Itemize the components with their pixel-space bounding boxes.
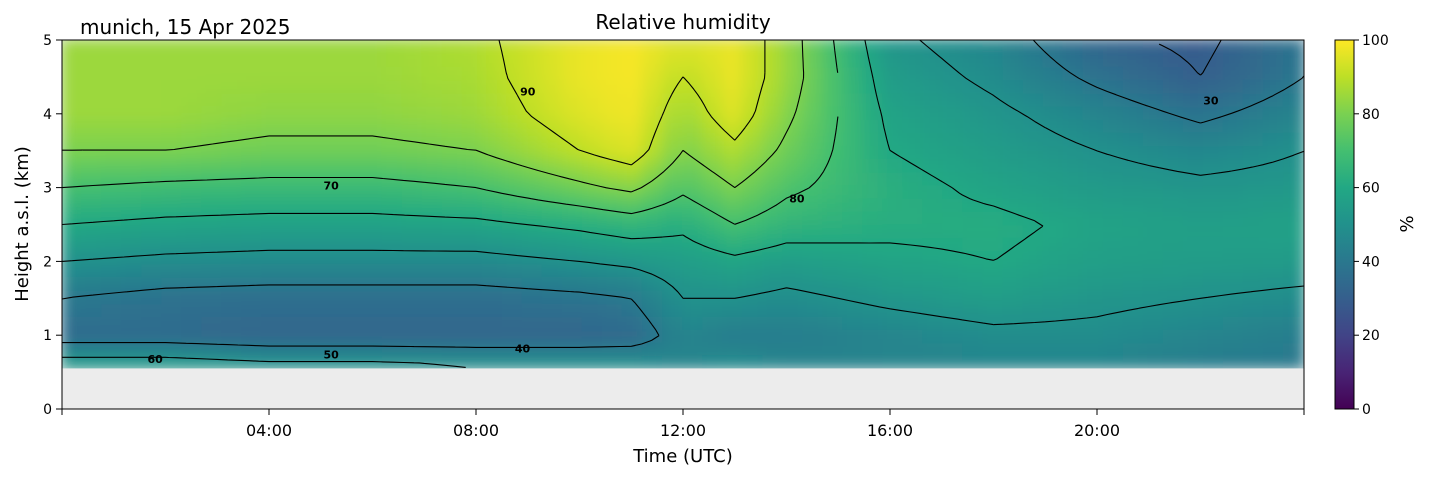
contour-lines — [62, 40, 1304, 368]
contour-line-30 — [1158, 40, 1222, 76]
colorbar-tick-label: 20 — [1362, 328, 1380, 344]
contour-label: 30 — [1203, 95, 1219, 108]
contour-line-80 — [62, 40, 805, 193]
contour-line-50 — [62, 40, 1304, 368]
y-tick-label: 3 — [43, 181, 52, 197]
colorbar-gradient — [1334, 39, 1355, 410]
contour-label: 50 — [323, 348, 339, 361]
contour-label: 90 — [520, 86, 536, 99]
contour-line-40 — [62, 40, 1304, 348]
contour-labels: 60 50 40 70 80 90 30 — [147, 86, 1218, 366]
humidity-field — [62, 40, 1304, 370]
contour-label: 70 — [323, 179, 339, 192]
contour-label: 40 — [515, 342, 531, 355]
x-tick-label: 12:00 — [660, 421, 706, 440]
y-tick-label: 2 — [43, 254, 52, 270]
colorbar-tick-label: 100 — [1362, 33, 1389, 49]
y-tick-label: 5 — [43, 33, 52, 49]
colorbar: 0 20 40 60 80 100 % — [1334, 33, 1418, 418]
y-tick-label: 4 — [43, 107, 52, 123]
x-tick-label: 16:00 — [867, 421, 913, 440]
colorbar-tick-label: 60 — [1362, 181, 1380, 197]
x-tick-label: 04:00 — [246, 421, 292, 440]
colorbar-tick-label: 80 — [1362, 107, 1380, 123]
contour-label: 60 — [147, 353, 163, 366]
x-tick-label: 08:00 — [453, 421, 499, 440]
x-axis-title: Time (UTC) — [632, 446, 733, 467]
no-data-region — [62, 368, 1304, 409]
y-axis-title: Height a.s.l. (km) — [12, 146, 33, 302]
contour-line-60 — [62, 40, 1044, 261]
contour-line-90 — [498, 40, 766, 166]
colorbar-label: % — [1397, 215, 1418, 232]
chart-subtitle: munich, 15 Apr 2025 — [80, 15, 290, 39]
y-tick-label: 0 — [43, 402, 52, 418]
contour-label: 80 — [789, 193, 805, 206]
colorbar-tick-label: 40 — [1362, 254, 1380, 270]
chart-title: Relative humidity — [595, 10, 770, 34]
x-axis: 04:00 08:00 12:00 16:00 20:00 — [61, 409, 1305, 440]
y-axis: 0 1 2 3 4 5 — [43, 33, 62, 418]
y-tick-label: 1 — [43, 328, 52, 344]
contour-line-70 — [62, 40, 839, 225]
plot-area: 60 50 40 70 80 90 30 — [61, 39, 1305, 410]
colorbar-tick-label: 0 — [1362, 402, 1371, 418]
x-tick-label: 20:00 — [1074, 421, 1120, 440]
